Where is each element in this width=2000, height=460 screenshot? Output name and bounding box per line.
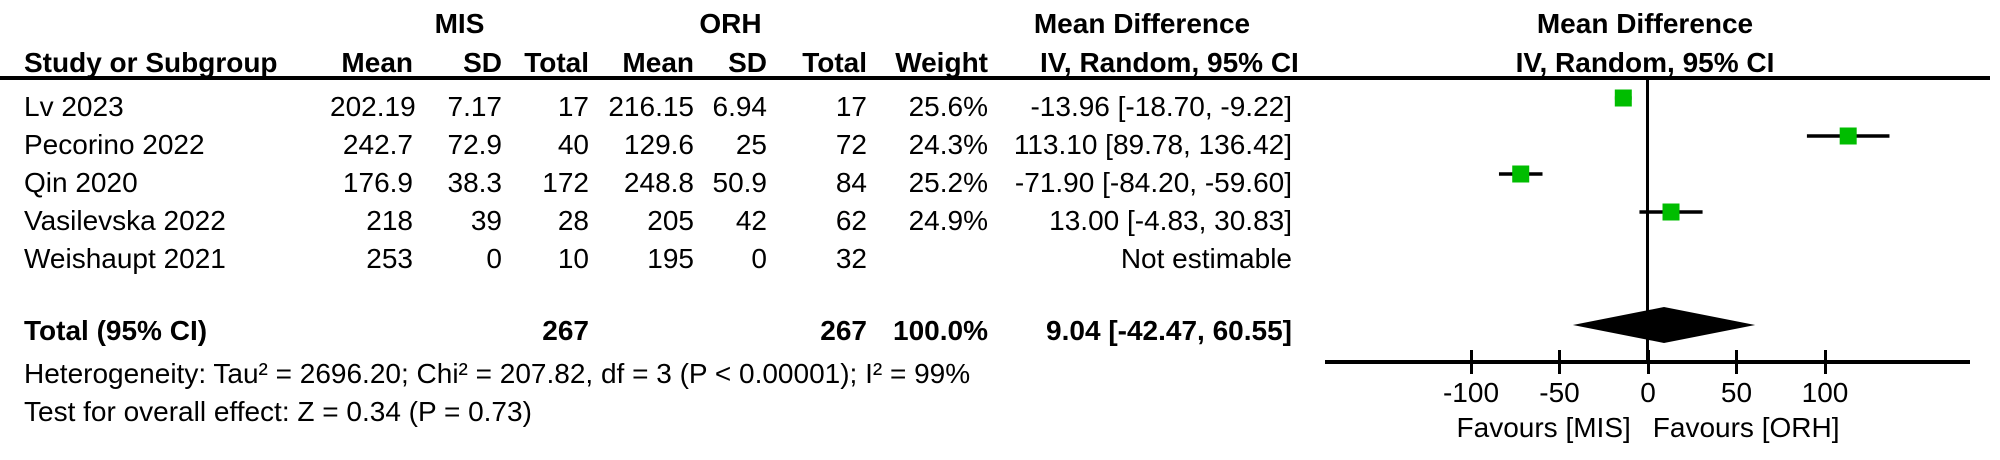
cell-mis-total: 40 [557,129,589,160]
header-orh-total: Total [802,47,867,78]
cell-mis-mean: 253 [366,243,413,274]
study-square-marker [1662,203,1680,221]
cell-mis-total: 28 [557,205,589,236]
cell-orh-sd: 0 [751,243,767,274]
cell-orh-sd: 25 [735,129,767,160]
table-row: Pecorino 2022 242.7 72.9 40 129.6 25 72 … [0,126,1292,164]
study-square-marker [1512,165,1530,183]
cell-weight: 25.6% [908,91,988,122]
study-square-marker [1614,89,1632,107]
plot-ci-method: IV, Random, 95% CI [1515,47,1775,78]
effect-title: Mean Difference [1033,8,1251,39]
plot-title: Mean Difference [1536,8,1754,39]
table-row: Vasilevska 2022 218 39 28 205 42 62 24.9… [0,202,1292,240]
cell-ci: 113.10 [89.78, 136.42] [1013,129,1292,160]
x-axis-tick-label: -50 [1539,377,1580,408]
header-study: Study or Subgroup [24,47,278,78]
table-row: Weishaupt 2021 253 0 10 195 0 32 Not est… [0,240,1292,278]
cell-mis-mean: 202.19 [330,91,416,122]
header-mis-mean: Mean [341,47,413,78]
total-row: Total (95% CI) 267 267 100.0% 9.04 [-42.… [0,312,1292,350]
cell-mis-total: 17 [557,91,589,122]
total-mis-total: 267 [542,315,589,346]
total-ci: 9.04 [-42.47, 60.55] [1046,315,1292,346]
cell-ci: Not estimable [1120,243,1292,274]
cell-orh-mean: 129.6 [623,129,694,160]
cell-orh-total: 32 [835,243,867,274]
x-axis-tick [1469,350,1473,374]
cell-orh-mean: 205 [647,205,694,236]
table-row: Qin 2020 176.9 38.3 172 248.8 50.9 84 25… [0,164,1292,202]
total-label: Total (95% CI) [24,315,208,346]
cell-mis-sd: 72.9 [447,129,503,160]
header-mis-total: Total [524,47,589,78]
favours-right-label: Favours [ORH] [1652,412,1840,443]
cell-mis-sd: 38.3 [447,167,503,198]
x-axis-tick [1558,350,1561,374]
cell-ci: -71.90 [-84.20, -59.60] [1014,167,1292,198]
favours-left-label: Favours [MIS] [1456,412,1631,443]
cell-mis-sd: 0 [486,243,502,274]
cell-mis-total: 10 [557,243,589,274]
cell-mis-mean: 242.7 [342,129,413,160]
cell-orh-total: 72 [835,129,867,160]
cell-mis-sd: 39 [470,205,502,236]
table-header-row: Study or Subgroup Mean SD Total Mean SD … [0,44,1292,82]
cell-mis-sd: 7.17 [447,91,503,122]
cell-ci: -13.96 [-18.70, -9.22] [1030,91,1292,122]
cell-mis-mean: 218 [366,205,413,236]
x-axis-tick-label: 50 [1720,377,1753,408]
cell-orh-mean: 195 [647,243,694,274]
zero-line [1646,79,1649,362]
header-underline [0,76,1990,80]
header-weight: Weight [895,47,988,78]
cell-orh-mean: 216.15 [608,91,694,122]
header-mis-sd: SD [463,47,502,78]
cell-study: Weishaupt 2021 [24,243,226,274]
x-axis-tick-label: 0 [1640,377,1656,408]
header-ci-method: IV, Random, 95% CI [1040,47,1299,78]
cell-orh-total: 84 [835,167,867,198]
cell-orh-sd: 42 [735,205,767,236]
header-orh-sd: SD [728,47,767,78]
header-orh-mean: Mean [622,47,694,78]
cell-weight: 24.3% [908,129,988,160]
cell-weight [867,240,988,278]
cell-orh-sd: 50.9 [712,167,768,198]
heterogeneity-note: Heterogeneity: Tau² = 2696.20; Chi² = 20… [24,358,971,389]
cell-ci: 13.00 [-4.83, 30.83] [1049,205,1292,236]
group-header-mis: MIS [434,8,485,39]
cell-weight: 25.2% [908,167,988,198]
axis-direction-labels: Favours [MIS] Favours [ORH] [1300,411,1996,445]
cell-mis-mean: 176.9 [342,167,413,198]
overall-effect-note: Test for overall effect: Z = 0.34 (P = 0… [24,396,532,427]
group-header-orh: ORH [699,8,762,39]
cell-study: Pecorino 2022 [24,129,205,160]
cell-study: Vasilevska 2022 [24,205,226,236]
x-axis-tick [1823,350,1827,374]
total-orh-total: 267 [820,315,867,346]
cell-orh-total: 62 [835,205,867,236]
x-axis-tick [1646,350,1650,374]
total-weight: 100.0% [893,315,988,346]
cell-study: Qin 2020 [24,167,138,198]
cell-orh-total: 17 [835,91,867,122]
summary-diamond [1572,307,1756,343]
cell-orh-sd: 6.94 [712,91,768,122]
cell-weight: 24.9% [908,205,988,236]
cell-study: Lv 2023 [24,91,124,122]
x-axis-tick [1735,350,1738,374]
table-row: Lv 2023 202.19 7.17 17 216.15 6.94 17 25… [0,88,1292,126]
x-axis-tick-label: -100 [1442,377,1500,408]
cell-orh-mean: 248.8 [623,167,694,198]
x-axis-tick-label: 100 [1801,377,1849,408]
study-square-marker [1839,127,1857,145]
cell-mis-total: 172 [542,167,589,198]
